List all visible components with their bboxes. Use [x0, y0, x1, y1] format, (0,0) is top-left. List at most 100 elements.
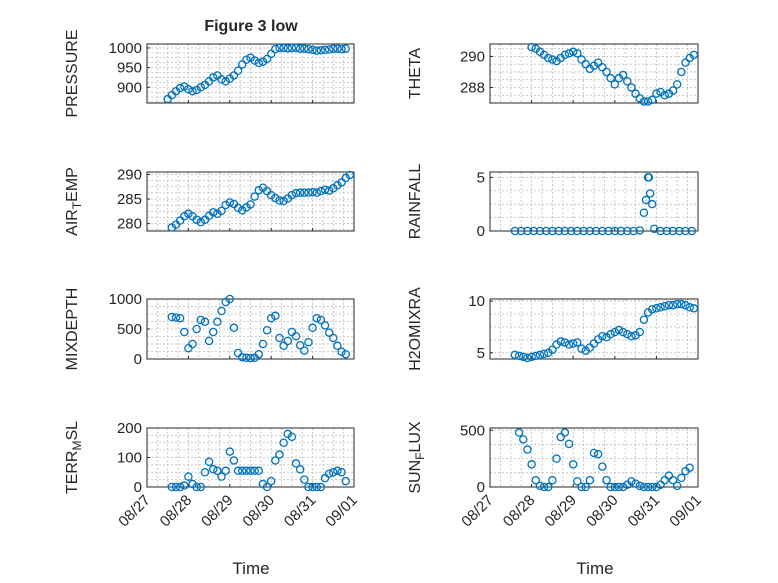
data-point: [548, 475, 557, 485]
data-point: [200, 467, 210, 477]
y-tick-label: 950: [117, 60, 142, 77]
data-point: [681, 300, 690, 310]
data-point: [254, 185, 264, 195]
data-point: [208, 327, 218, 337]
data-point: [598, 331, 607, 341]
data-point: [618, 482, 628, 492]
data-point: [208, 465, 218, 474]
y-axis-label: THETA: [407, 48, 424, 100]
data-point: [237, 466, 247, 476]
data-point: [647, 95, 657, 105]
data-point: [543, 482, 553, 492]
data-point: [527, 42, 536, 52]
data-point: [560, 50, 570, 60]
data-point: [324, 45, 334, 54]
y-tick-label: 500: [460, 422, 485, 439]
y-axis-label: MIXDEPTH: [64, 288, 81, 371]
data-point: [308, 45, 317, 55]
data-point: [598, 226, 607, 236]
plot-frame: [146, 171, 355, 232]
x-tick-label: 08/27: [115, 492, 154, 531]
data-point: [593, 58, 603, 67]
data-point: [606, 329, 615, 339]
data-point: [295, 188, 305, 197]
data-point: [196, 482, 206, 492]
data-point: [175, 313, 185, 323]
data-point: [610, 482, 620, 492]
plot-frame: [489, 43, 699, 104]
data-point: [606, 73, 615, 83]
data-point: [217, 306, 226, 316]
data-point: [531, 351, 541, 361]
data-point: [604, 226, 613, 236]
data-point: [184, 472, 193, 481]
data-point: [548, 55, 557, 64]
y-tick-label: 285: [117, 191, 142, 208]
data-point: [196, 83, 206, 92]
data-point: [279, 43, 288, 53]
panel-7: 0 100 200 08/27 08/28 08/29 08/30 08/31 09/01 TER…: [64, 420, 361, 530]
data-point: [312, 482, 321, 492]
data-point: [287, 43, 297, 53]
data-point: [171, 313, 181, 322]
data-point: [510, 226, 520, 236]
data-point: [171, 482, 181, 492]
data-point: [221, 200, 230, 210]
data-point: [589, 448, 599, 458]
data-point: [566, 226, 576, 236]
data-point: [643, 97, 653, 106]
data-point: [652, 89, 661, 98]
data-point: [568, 460, 578, 469]
x-tick-label: 08/31: [281, 492, 320, 531]
data-point: [304, 337, 313, 347]
data-point: [316, 315, 326, 325]
data-point: [647, 199, 657, 209]
data-point: [656, 480, 665, 489]
data-point: [258, 339, 268, 349]
data-point: [685, 303, 694, 312]
panel-6: 5 10 H2OMIXRA: [407, 287, 699, 371]
data-point: [689, 304, 699, 313]
data-point: [644, 173, 654, 182]
y-tick-label: 290: [117, 166, 142, 183]
data-point: [647, 305, 657, 314]
data-point: [316, 482, 326, 492]
data-point: [564, 439, 574, 449]
y-tick-label: 100: [117, 450, 142, 467]
data-point: [192, 215, 201, 224]
data-point: [217, 75, 226, 84]
x-tick-label: 09/01: [666, 492, 705, 531]
data-point: [516, 226, 526, 236]
data-point: [639, 97, 649, 106]
x-axis-label-left: Time: [232, 559, 269, 578]
data-point: [568, 339, 578, 348]
y-tick-label: 290: [460, 48, 485, 65]
data-point: [312, 188, 321, 197]
data-point: [523, 226, 532, 236]
data-point: [233, 466, 243, 476]
data-point: [560, 428, 570, 437]
data-point: [316, 186, 326, 196]
panel-1: 900 950 1000 PRESSURE: [64, 29, 355, 118]
data-point: [527, 352, 536, 362]
data-point: [585, 475, 595, 485]
y-tick-label: 0: [477, 223, 485, 240]
data-point: [581, 59, 590, 69]
data-point: [217, 206, 226, 216]
data-point: [242, 466, 251, 476]
panel-2: 288 290 THETA: [407, 42, 699, 106]
data-point: [579, 226, 588, 236]
data-point: [287, 432, 297, 442]
data-point: [543, 53, 553, 63]
data-point: [581, 482, 590, 492]
data-point: [639, 482, 649, 492]
data-point: [246, 200, 255, 209]
data-point: [300, 475, 309, 484]
data-point: [271, 311, 280, 321]
data-point: [635, 481, 645, 491]
data-point: [519, 435, 528, 444]
data-point: [175, 83, 185, 93]
x-tick-label: 09/01: [322, 492, 361, 531]
data-point: [308, 323, 317, 333]
